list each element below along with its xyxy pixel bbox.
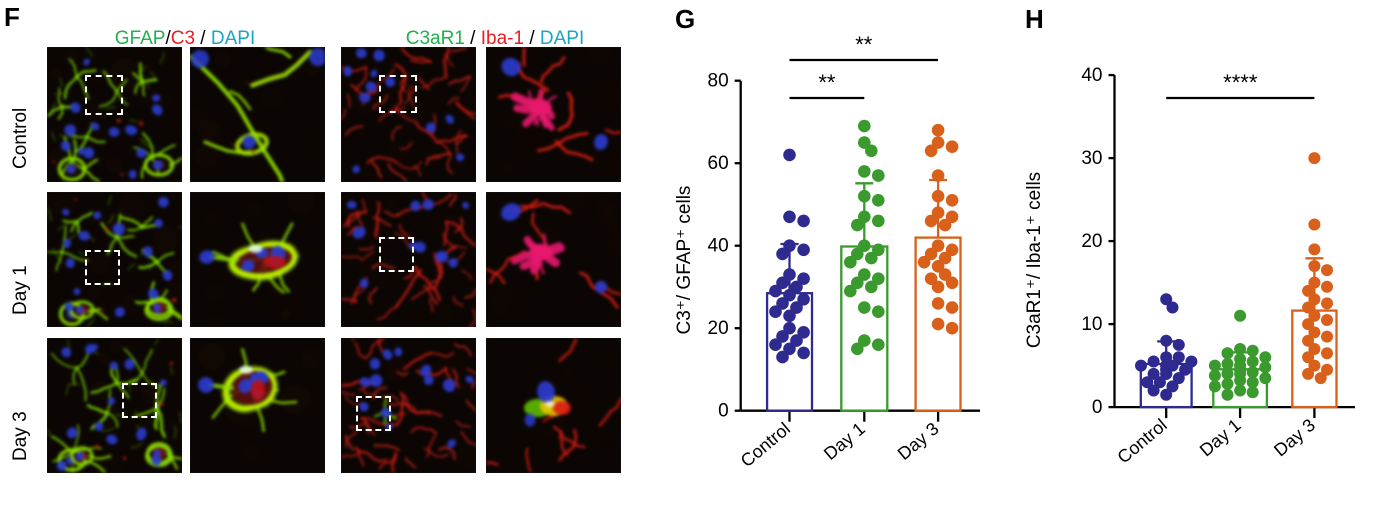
svg-text:G: G — [675, 4, 695, 34]
svg-text:**: ** — [818, 70, 836, 95]
svg-text:Day 3: Day 3 — [1270, 415, 1319, 461]
svg-text:Control: Control — [1113, 415, 1170, 468]
svg-text:80: 80 — [708, 71, 729, 92]
svg-text:Day 3: Day 3 — [894, 418, 943, 464]
svg-text:0: 0 — [1092, 397, 1103, 418]
svg-text:20: 20 — [708, 318, 729, 339]
svg-text:**: ** — [855, 32, 873, 57]
svg-text:H: H — [1025, 4, 1044, 34]
svg-text:Day 1: Day 1 — [1196, 415, 1245, 461]
svg-text:Day 1: Day 1 — [820, 418, 869, 464]
svg-text:0: 0 — [718, 401, 729, 422]
svg-text:30: 30 — [1081, 148, 1102, 169]
svg-text:Control: Control — [737, 418, 794, 471]
svg-text:10: 10 — [1081, 314, 1102, 335]
svg-text:60: 60 — [708, 153, 729, 174]
svg-text:C3⁺/ GFAP⁺ cells: C3⁺/ GFAP⁺ cells — [674, 186, 695, 335]
svg-text:****: **** — [1223, 70, 1258, 95]
svg-text:C3aR1⁺/ Iba-1⁺ cells: C3aR1⁺/ Iba-1⁺ cells — [1024, 172, 1045, 348]
svg-text:20: 20 — [1081, 231, 1102, 252]
svg-text:40: 40 — [1081, 65, 1102, 86]
svg-text:40: 40 — [708, 236, 729, 257]
